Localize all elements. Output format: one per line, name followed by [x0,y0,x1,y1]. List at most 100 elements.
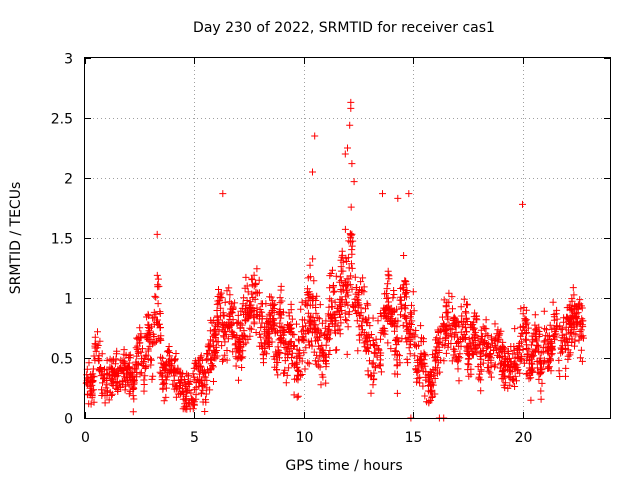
data-point [365,347,373,355]
data-point [338,307,346,314]
data-point [369,381,377,389]
data-point [217,289,225,297]
data-point [452,323,460,331]
data-point [276,294,284,302]
data-point [566,306,574,314]
data-point [160,379,168,387]
data-point [412,341,420,349]
data-point [546,321,554,329]
data-point [117,383,125,391]
data-point [250,318,258,326]
data-point [405,344,413,352]
data-point [365,314,373,322]
data-point [121,386,129,394]
data-point [211,349,218,357]
data-point [290,342,298,349]
data-point [208,356,216,364]
data-point [569,307,577,315]
data-point [463,301,471,309]
data-point [535,357,543,365]
data-point [324,327,332,335]
data-point [433,343,441,351]
data-point [203,384,211,392]
y-tick-label: 3 [64,52,73,68]
data-point [469,321,477,329]
data-point [259,344,267,352]
data-point [182,403,190,411]
data-point [503,365,511,373]
x-tick-label: 20 [515,430,533,446]
data-point [275,336,283,344]
data-point [462,328,470,336]
data-point [412,327,420,334]
data-point [498,358,506,366]
data-point [152,293,160,301]
data-point [491,320,499,328]
data-point [453,340,460,347]
data-point [511,325,519,333]
data-point [527,396,535,404]
data-point [224,335,232,343]
y-tick-label: 2.5 [51,112,73,128]
data-point [448,357,456,365]
data-point [337,263,345,271]
data-point [304,274,312,282]
data-point [189,370,197,378]
data-point [550,313,558,321]
data-point [487,373,495,381]
data-point [300,349,308,357]
data-point [148,375,156,383]
data-point [548,338,556,346]
data-point [499,338,507,346]
data-point [343,317,351,325]
data-point [160,397,168,405]
data-point [380,304,388,312]
data-point [448,322,456,329]
data-point [440,357,448,365]
data-point [559,334,567,342]
data-point [169,367,177,375]
data-point [465,361,473,369]
data-point [196,370,203,378]
data-point [576,328,584,335]
data-point [114,388,122,395]
data-point [501,355,509,363]
data-point [421,351,429,358]
data-point [405,190,413,198]
data-point [444,331,452,339]
data-point [240,310,247,318]
data-point [383,303,391,311]
data-point [354,302,362,310]
data-point [171,356,179,364]
data-point [132,344,140,352]
data-point [285,364,293,372]
data-point [427,371,435,379]
data-point [399,321,407,329]
data-point [451,331,459,339]
data-point [322,379,330,387]
data-point [466,339,474,347]
data-point [219,357,226,365]
data-point [136,370,144,378]
data-point [522,316,530,324]
data-point [517,305,525,313]
data-point [449,305,456,313]
data-point [148,356,155,364]
data-point [522,341,530,349]
data-point [445,298,453,306]
data-point [332,317,340,325]
data-point [494,336,502,344]
y-axis-label: SRMTID / TECUs [8,182,24,295]
data-point [547,367,555,375]
data-point [97,364,104,371]
data-point [347,104,355,112]
data-point [144,310,152,318]
data-point [307,325,314,333]
data-point [369,359,377,367]
data-point [342,316,349,324]
data-point [275,348,283,356]
data-point [346,121,354,129]
data-point [157,336,165,344]
data-point [567,329,575,337]
data-point [281,366,289,374]
